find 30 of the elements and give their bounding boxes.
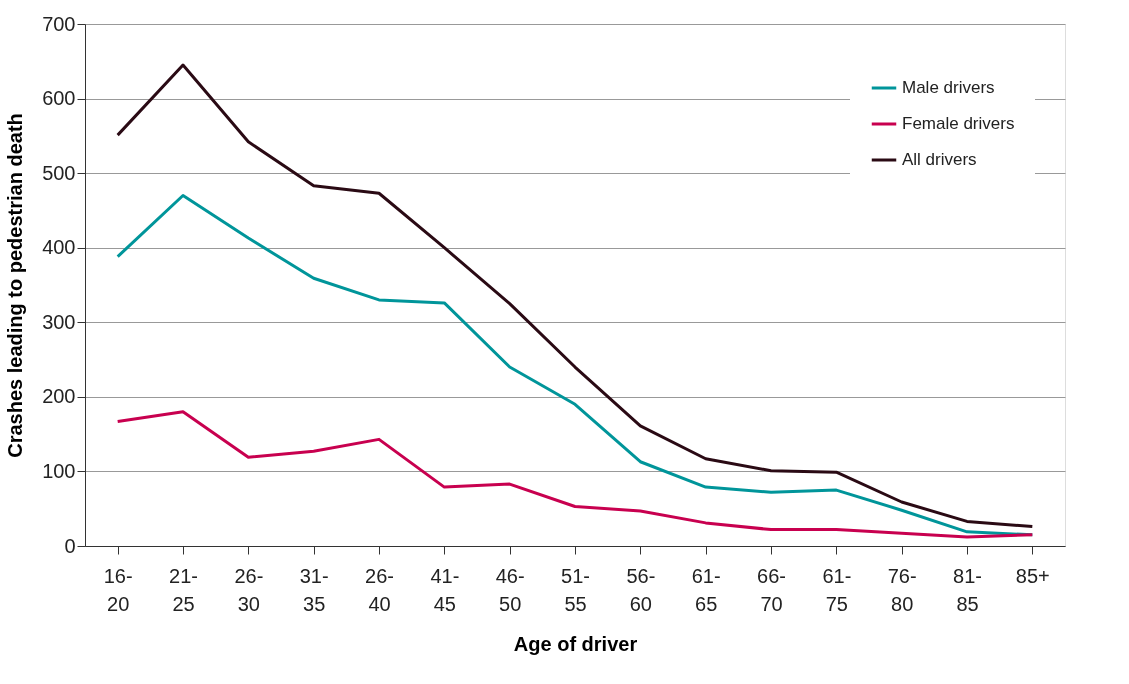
- x-axis-title: Age of driver: [513, 632, 638, 655]
- x-tick-label: 61-75: [822, 564, 852, 615]
- y-tick-label: 400: [42, 236, 76, 259]
- x-tick-label: 61-65: [691, 564, 721, 615]
- x-tick-label: 46-50: [495, 564, 525, 615]
- x-tick-label: 41-45: [430, 564, 460, 615]
- y-tick-label: 300: [42, 310, 76, 333]
- x-tick-label: 85+: [1015, 564, 1050, 587]
- x-tick-label: 26-30: [234, 564, 264, 615]
- y-tick-label: 700: [42, 12, 76, 35]
- x-tick-label: 51-55: [561, 564, 590, 615]
- line-series: [116, 410, 1034, 539]
- x-tick-label: 31-35: [299, 564, 329, 615]
- line-series: [116, 63, 1034, 529]
- x-tick-label: 76-80: [887, 564, 917, 615]
- y-tick-label: 500: [42, 161, 76, 184]
- y-tick-label: 100: [42, 459, 76, 482]
- legend-label: Male drivers: [902, 78, 995, 97]
- x-tick-label: 56-60: [626, 564, 656, 615]
- x-tick-label: 26-40: [365, 564, 394, 615]
- legend-label: Female drivers: [902, 114, 1015, 133]
- y-tick-label: 600: [42, 87, 76, 110]
- y-axis-title: Crashes leading to pedestrian death: [4, 113, 27, 458]
- x-tick-label: 21-25: [169, 564, 198, 615]
- y-tick-label: 0: [64, 534, 76, 557]
- x-tick-label: 66-70: [757, 564, 786, 615]
- legend-label: All drivers: [902, 150, 977, 169]
- x-tick-label: 81-85: [953, 564, 982, 615]
- y-tick-label: 200: [42, 385, 76, 408]
- x-tick-label: 16-20: [103, 564, 133, 615]
